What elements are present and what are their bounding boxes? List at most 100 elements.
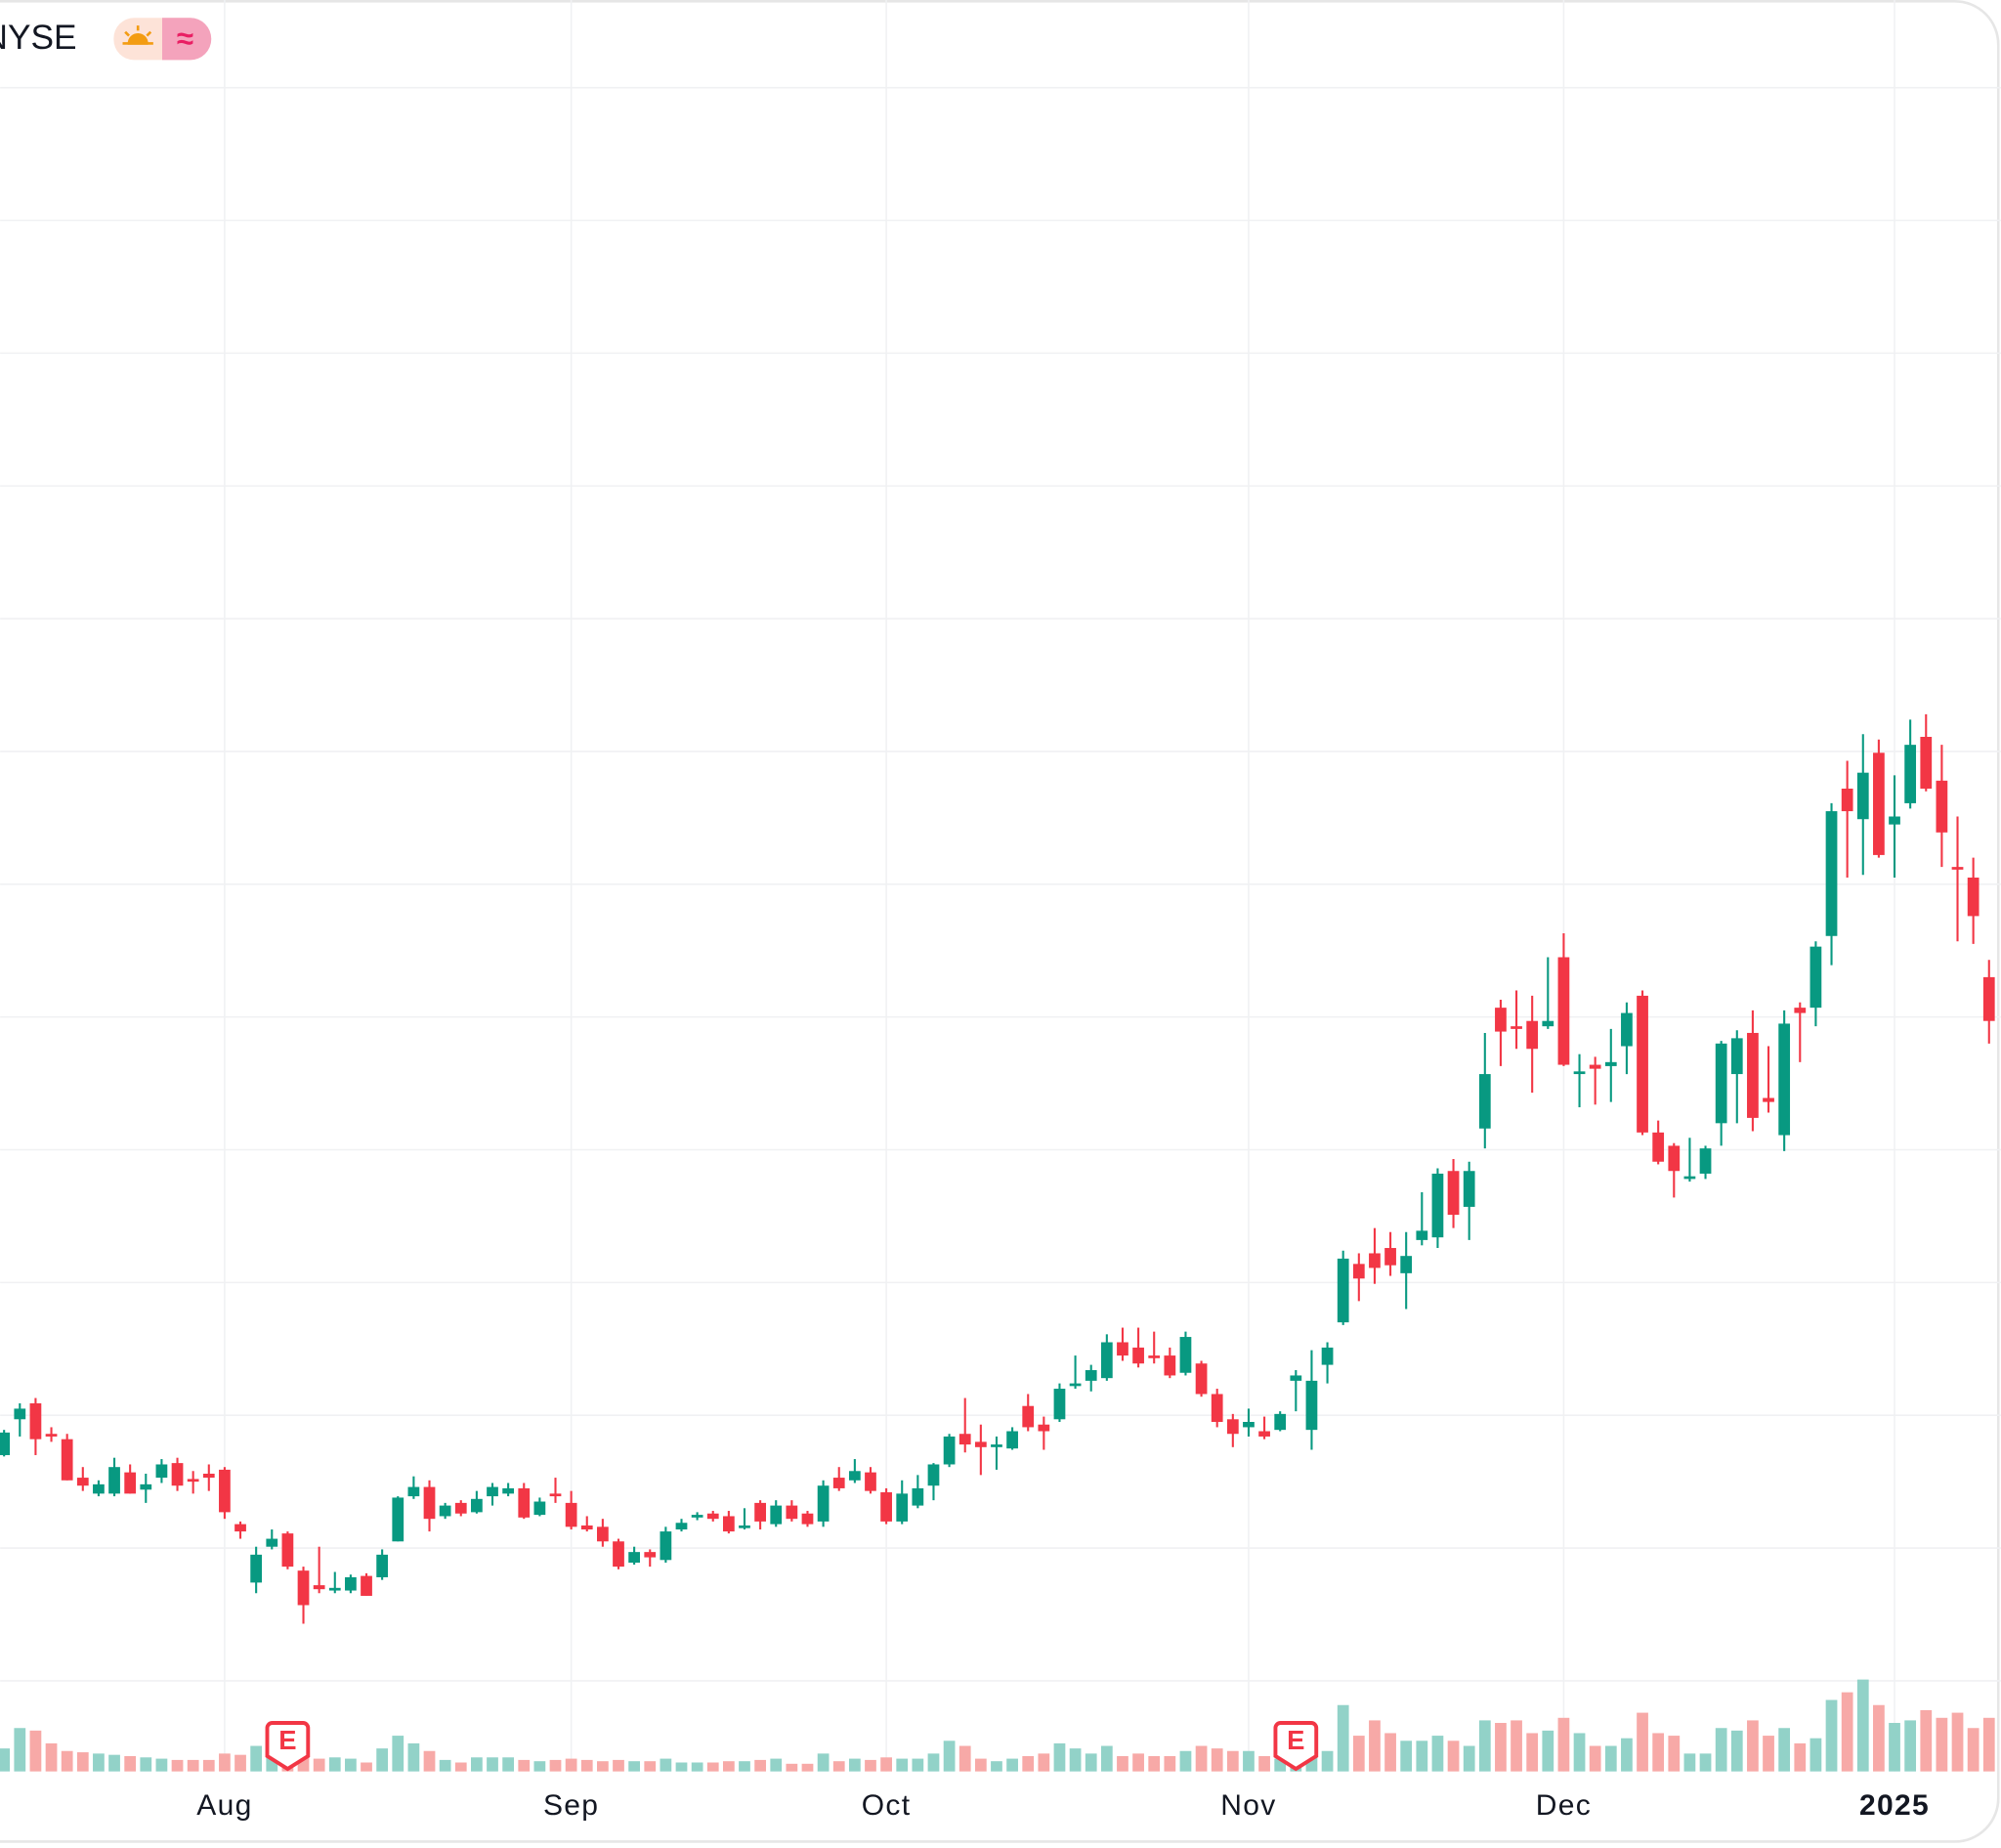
candle-body bbox=[108, 1467, 120, 1494]
volume-bar bbox=[454, 1762, 467, 1772]
volume-bar bbox=[471, 1757, 483, 1772]
candle-body bbox=[392, 1497, 404, 1542]
candle-body bbox=[1809, 946, 1822, 1009]
candle-body bbox=[1778, 1023, 1791, 1136]
candle-body bbox=[1967, 878, 1980, 917]
volume-bar bbox=[1447, 1741, 1460, 1772]
candle-body bbox=[155, 1464, 168, 1479]
volume-bar bbox=[1132, 1753, 1144, 1772]
volume-bar bbox=[1683, 1753, 1696, 1772]
candle-body bbox=[880, 1492, 892, 1522]
volume-bar bbox=[660, 1758, 672, 1772]
price-pane bbox=[0, 713, 1995, 1624]
volume-bar bbox=[345, 1758, 357, 1772]
volume-bar bbox=[171, 1759, 184, 1772]
volume-bar bbox=[1557, 1717, 1570, 1772]
candle-body bbox=[1132, 1347, 1144, 1364]
candle-body bbox=[1652, 1132, 1665, 1162]
candle-body bbox=[786, 1505, 798, 1520]
candle-body bbox=[1022, 1405, 1035, 1428]
volume-bar bbox=[1936, 1717, 1948, 1772]
candle-body bbox=[1352, 1264, 1365, 1279]
candle-body bbox=[14, 1408, 26, 1420]
candle-body bbox=[518, 1487, 531, 1518]
candle-body bbox=[1873, 752, 1885, 855]
volume-bar bbox=[1352, 1736, 1365, 1772]
volume-bar bbox=[0, 1748, 11, 1772]
volume-bar bbox=[817, 1753, 830, 1772]
candle-body bbox=[1904, 745, 1917, 803]
volume-bar bbox=[76, 1752, 89, 1772]
candle-body bbox=[1290, 1375, 1302, 1381]
volume-bar bbox=[1920, 1709, 1933, 1772]
volume-bar bbox=[1699, 1753, 1712, 1772]
volume-bar bbox=[1226, 1750, 1239, 1772]
volume-bar bbox=[722, 1761, 735, 1772]
volume-bar bbox=[754, 1759, 766, 1772]
volume-bar bbox=[1478, 1720, 1491, 1772]
candle-body bbox=[1463, 1171, 1475, 1207]
candle-body bbox=[140, 1483, 152, 1490]
candle-body bbox=[1369, 1253, 1381, 1268]
candle-body bbox=[1400, 1256, 1413, 1273]
candle-body bbox=[1274, 1413, 1287, 1431]
candle-body bbox=[1431, 1173, 1444, 1238]
volume-bar bbox=[1100, 1745, 1113, 1772]
candle-body bbox=[1715, 1043, 1727, 1124]
volume-bar bbox=[1856, 1679, 1869, 1772]
candle-body bbox=[234, 1524, 246, 1532]
volume-bar bbox=[1511, 1720, 1522, 1772]
candle-body bbox=[1730, 1038, 1743, 1075]
candle-body bbox=[1747, 1032, 1759, 1118]
volume-bar bbox=[880, 1757, 892, 1772]
candle-body bbox=[722, 1516, 735, 1532]
volume-bar bbox=[1794, 1742, 1807, 1772]
candle-body bbox=[1006, 1431, 1018, 1449]
candle-body bbox=[1542, 1020, 1554, 1027]
candle-body bbox=[896, 1493, 909, 1522]
volume-bar bbox=[1022, 1755, 1035, 1772]
session-badge: ≈ bbox=[113, 18, 212, 61]
candle-body bbox=[1951, 867, 1964, 870]
volume-bar bbox=[644, 1761, 657, 1772]
volume-bar bbox=[1369, 1720, 1381, 1772]
candle-body bbox=[912, 1487, 924, 1506]
candle-body bbox=[1321, 1347, 1334, 1365]
volume-bar bbox=[1211, 1748, 1223, 1772]
volume-bar bbox=[1400, 1741, 1413, 1772]
badge-right bbox=[161, 18, 212, 61]
candle-body bbox=[1856, 772, 1869, 820]
candle-body bbox=[1526, 1020, 1539, 1050]
volume-bar bbox=[1747, 1720, 1759, 1772]
volume-bar bbox=[1637, 1712, 1648, 1772]
candle-body bbox=[219, 1469, 231, 1513]
volume-bar bbox=[1809, 1738, 1822, 1772]
candle-body bbox=[974, 1441, 987, 1447]
candle-body bbox=[1164, 1355, 1176, 1376]
candle-body bbox=[1763, 1097, 1774, 1102]
candle-body bbox=[1258, 1431, 1270, 1437]
volume-bar bbox=[297, 1755, 310, 1772]
candle-body bbox=[407, 1486, 420, 1497]
candle-body bbox=[376, 1554, 389, 1577]
candle-body bbox=[706, 1513, 719, 1520]
candle-body bbox=[1589, 1064, 1601, 1069]
volume-bar bbox=[1321, 1750, 1334, 1772]
exchange-label: NYSE bbox=[0, 19, 77, 57]
volume-bar bbox=[407, 1742, 420, 1772]
x-tick-label: Oct bbox=[862, 1789, 912, 1822]
volume-bar bbox=[896, 1758, 909, 1772]
candle-body bbox=[565, 1502, 577, 1527]
candle-body bbox=[0, 1432, 11, 1455]
candle-body bbox=[1495, 1008, 1507, 1032]
candle-body bbox=[345, 1576, 357, 1591]
candle-body bbox=[471, 1498, 483, 1513]
volume-bar bbox=[1495, 1723, 1507, 1772]
volume-bar bbox=[376, 1748, 389, 1772]
candle-body bbox=[1604, 1061, 1617, 1066]
volume-bar bbox=[1904, 1720, 1917, 1772]
candle-body bbox=[454, 1502, 467, 1514]
candle-body bbox=[1936, 780, 1948, 833]
